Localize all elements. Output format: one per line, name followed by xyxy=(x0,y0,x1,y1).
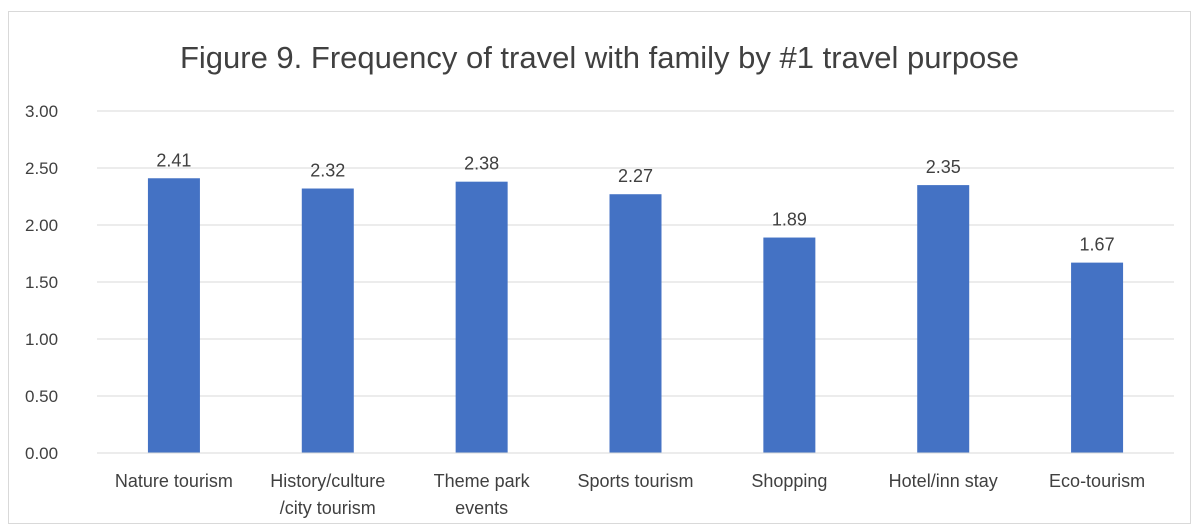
y-tick-label: 2.00 xyxy=(25,216,58,235)
y-tick-label: 0.00 xyxy=(25,444,58,463)
x-category-label: Hotel/inn stay xyxy=(889,471,998,491)
data-label: 1.89 xyxy=(772,210,807,230)
data-label: 2.32 xyxy=(310,161,345,181)
y-tick-label: 3.00 xyxy=(25,102,58,121)
bar xyxy=(455,181,508,453)
bar xyxy=(917,185,970,453)
chart-title: Figure 9. Frequency of travel with famil… xyxy=(179,40,1020,75)
bar xyxy=(609,194,662,453)
x-category-label: Sports tourism xyxy=(577,471,693,491)
data-label: 2.27 xyxy=(618,166,653,186)
bar xyxy=(1071,262,1124,453)
bar xyxy=(147,178,200,453)
x-category-label: Eco-tourism xyxy=(1049,471,1145,491)
x-category-label: events xyxy=(455,498,508,518)
x-category-label: Nature tourism xyxy=(115,471,233,491)
bar xyxy=(763,237,816,453)
data-label: 2.41 xyxy=(156,150,191,170)
data-label: 2.35 xyxy=(926,157,961,177)
x-category-label: History/culture xyxy=(270,471,385,491)
y-tick-label: 1.50 xyxy=(25,273,58,292)
x-category-label: /city tourism xyxy=(280,498,376,518)
x-category-label: Shopping xyxy=(751,471,827,491)
x-category-label: Theme park xyxy=(434,471,531,491)
data-label: 1.67 xyxy=(1080,235,1115,255)
y-tick-label: 0.50 xyxy=(25,387,58,406)
bar xyxy=(301,188,354,453)
y-tick-label: 2.50 xyxy=(25,159,58,178)
data-label: 2.38 xyxy=(464,154,499,174)
y-tick-label: 1.00 xyxy=(25,330,58,349)
chart-area xyxy=(8,11,1191,524)
